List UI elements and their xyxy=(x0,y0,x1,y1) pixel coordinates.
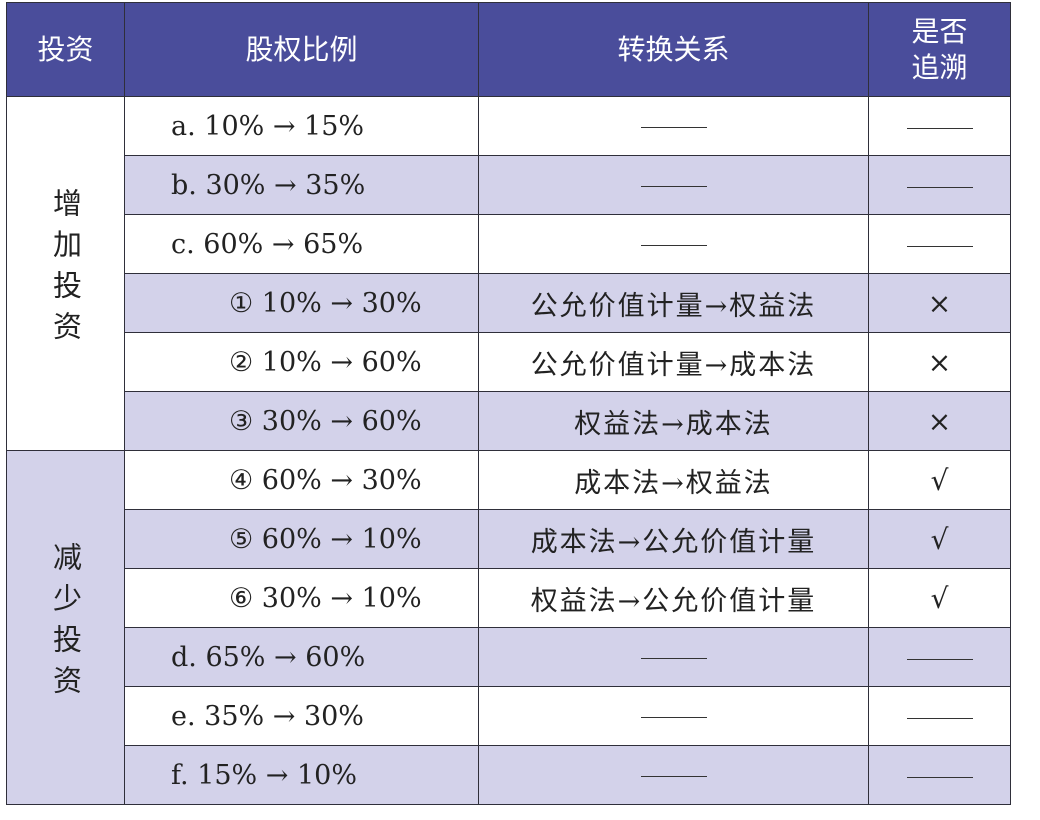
table-row: ① 10% → 30% 公允价值计量→权益法 × xyxy=(7,273,1011,333)
relation-cell: 成本法→权益法 xyxy=(478,450,869,510)
group-increase-label: 增加投资 xyxy=(48,188,83,352)
ratio-cell: ⑥ 30% → 10% xyxy=(124,568,479,628)
table-row: 增加投资 a. 10% → 15% xyxy=(6,96,1011,451)
dash-mark xyxy=(640,716,707,718)
dash-mark xyxy=(640,657,707,659)
header-retroactive-line1: 是否 xyxy=(911,14,968,48)
ratio-cell: b. 30% → 35% xyxy=(124,155,479,215)
group-decrease-label: 减少投资 xyxy=(48,542,83,706)
ratio-cell: f. 15% → 10% xyxy=(124,745,479,805)
cross-mark: × xyxy=(868,391,1011,451)
ratio-cell: ⑤ 60% → 10% xyxy=(124,509,479,569)
cross-mark: × xyxy=(868,332,1011,392)
table-row: f. 15% → 10% xyxy=(7,745,1011,805)
header-retroactive: 是否 追溯 xyxy=(868,2,1011,97)
ratio-cell: ③ 30% → 60% xyxy=(124,391,479,451)
check-mark: √ xyxy=(868,509,1011,569)
trace-cell xyxy=(868,96,1011,156)
table-row: b. 30% → 35% xyxy=(7,155,1011,215)
table-row: d. 65% → 60% xyxy=(7,627,1011,687)
header-row: 投资 股权比例 转换关系 是否 追溯 xyxy=(6,2,1011,97)
relation-cell: 公允价值计量→成本法 xyxy=(478,332,869,392)
trace-cell xyxy=(868,686,1011,746)
investment-conversion-table: 投资 股权比例 转换关系 是否 追溯 增加投资 a. 10% → 15% b. xyxy=(6,2,1011,805)
dash-mark xyxy=(640,244,707,246)
dash-mark xyxy=(640,775,707,777)
table-row: ③ 30% → 60% 权益法→成本法 × xyxy=(7,391,1011,451)
ratio-cell: ② 10% → 60% xyxy=(124,332,479,392)
group-decrease: 减少投资 xyxy=(6,450,125,805)
dash-mark xyxy=(640,185,707,187)
header-equity-ratio: 股权比例 xyxy=(124,2,479,97)
dash-mark xyxy=(906,717,973,719)
table-row: e. 35% → 30% xyxy=(7,686,1011,746)
ratio-cell: ① 10% → 30% xyxy=(124,273,479,333)
dash-mark xyxy=(906,186,973,188)
ratio-cell: a. 10% → 15% xyxy=(124,96,479,156)
relation-cell xyxy=(478,96,869,156)
ratio-cell: c. 60% → 65% xyxy=(124,214,479,274)
table-row: ② 10% → 60% 公允价值计量→成本法 × xyxy=(7,332,1011,392)
group-increase: 增加投资 xyxy=(6,96,125,451)
ratio-cell: ④ 60% → 30% xyxy=(124,450,479,510)
relation-cell xyxy=(478,745,869,805)
trace-cell xyxy=(868,627,1011,687)
trace-cell xyxy=(868,745,1011,805)
dash-mark xyxy=(906,245,973,247)
header-investment: 投资 xyxy=(6,2,125,97)
relation-cell: 公允价值计量→权益法 xyxy=(478,273,869,333)
check-mark: √ xyxy=(868,568,1011,628)
table-row: ⑥ 30% → 10% 权益法→公允价值计量 √ xyxy=(7,568,1011,628)
relation-cell: 成本法→公允价值计量 xyxy=(478,509,869,569)
relation-cell: 权益法→公允价值计量 xyxy=(478,568,869,628)
header-conversion: 转换关系 xyxy=(478,2,869,97)
dash-mark xyxy=(640,126,707,128)
table-row: c. 60% → 65% xyxy=(7,214,1011,274)
table-row: ⑤ 60% → 10% 成本法→公允价值计量 √ xyxy=(7,509,1011,569)
dash-mark xyxy=(906,127,973,129)
ratio-cell: e. 35% → 30% xyxy=(124,686,479,746)
dash-mark xyxy=(906,776,973,778)
relation-cell xyxy=(478,214,869,274)
relation-cell xyxy=(478,686,869,746)
relation-cell xyxy=(478,627,869,687)
ratio-cell: d. 65% → 60% xyxy=(124,627,479,687)
table-row: 减少投资 ④ 60% → 30% 成本法→权益法 √ xyxy=(6,450,1011,805)
conversion-table: 投资 股权比例 转换关系 是否 追溯 增加投资 a. 10% → 15% b. xyxy=(6,2,1011,805)
cross-mark: × xyxy=(868,273,1011,333)
trace-cell xyxy=(868,214,1011,274)
relation-cell xyxy=(478,155,869,215)
relation-cell: 权益法→成本法 xyxy=(478,391,869,451)
check-mark: √ xyxy=(868,450,1011,510)
trace-cell xyxy=(868,155,1011,215)
dash-mark xyxy=(906,658,973,660)
header-retroactive-line2: 追溯 xyxy=(911,50,968,84)
